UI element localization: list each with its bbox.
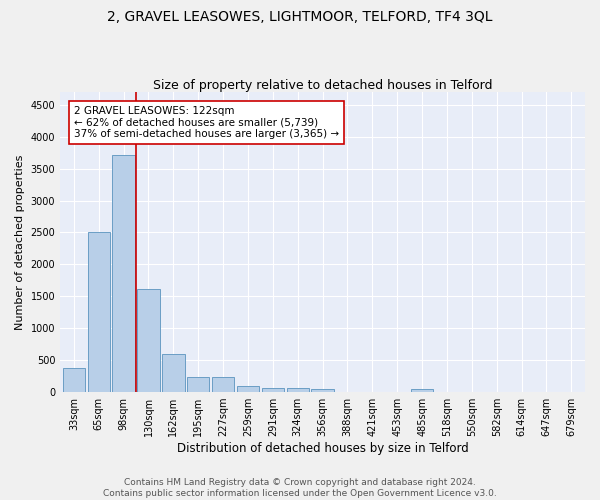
Bar	[62, 368, 85, 392]
Bar	[411, 388, 433, 392]
Text: 2, GRAVEL LEASOWES, LIGHTMOOR, TELFORD, TF4 3QL: 2, GRAVEL LEASOWES, LIGHTMOOR, TELFORD, …	[107, 10, 493, 24]
Bar	[262, 388, 284, 392]
Bar	[311, 388, 334, 392]
Bar	[137, 288, 160, 392]
Text: Contains HM Land Registry data © Crown copyright and database right 2024.
Contai: Contains HM Land Registry data © Crown c…	[103, 478, 497, 498]
Bar	[112, 154, 135, 392]
X-axis label: Distribution of detached houses by size in Telford: Distribution of detached houses by size …	[177, 442, 469, 455]
Bar	[237, 386, 259, 392]
Bar	[212, 377, 234, 392]
Bar	[162, 354, 185, 392]
Bar	[187, 377, 209, 392]
Bar	[287, 388, 309, 392]
Text: 2 GRAVEL LEASOWES: 122sqm
← 62% of detached houses are smaller (5,739)
37% of se: 2 GRAVEL LEASOWES: 122sqm ← 62% of detac…	[74, 106, 339, 139]
Title: Size of property relative to detached houses in Telford: Size of property relative to detached ho…	[153, 79, 493, 92]
Bar	[88, 232, 110, 392]
Y-axis label: Number of detached properties: Number of detached properties	[15, 154, 25, 330]
